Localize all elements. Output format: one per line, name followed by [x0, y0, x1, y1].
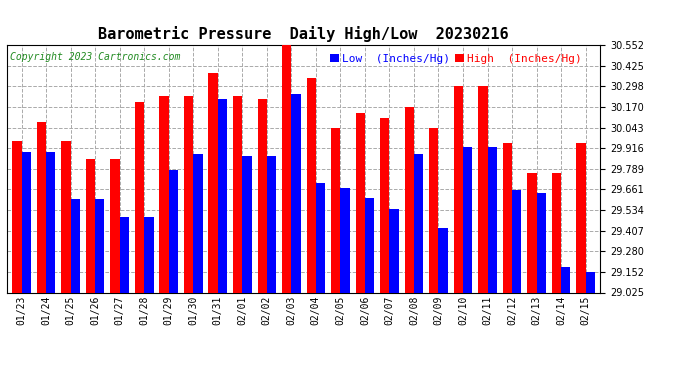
Bar	[282, 45, 291, 375]
Bar	[389, 209, 399, 375]
Bar	[340, 188, 350, 375]
Bar	[512, 190, 522, 375]
Bar	[12, 141, 21, 375]
Bar	[267, 156, 276, 375]
Bar	[46, 152, 55, 375]
Bar	[37, 122, 46, 375]
Bar	[169, 170, 178, 375]
Bar	[404, 107, 414, 375]
Bar	[478, 86, 488, 375]
Bar	[291, 94, 301, 375]
Bar	[233, 96, 242, 375]
Text: Copyright 2023 Cartronics.com: Copyright 2023 Cartronics.com	[10, 53, 180, 62]
Bar	[463, 147, 472, 375]
Bar	[527, 173, 537, 375]
Bar	[438, 228, 448, 375]
Bar	[316, 183, 325, 375]
Bar	[110, 159, 119, 375]
Bar	[86, 159, 95, 375]
Bar	[331, 128, 340, 375]
Bar	[144, 217, 154, 375]
Bar	[414, 154, 423, 375]
Bar	[193, 154, 203, 375]
Bar	[184, 96, 193, 375]
Bar	[537, 193, 546, 375]
Bar	[552, 173, 561, 375]
Bar	[257, 99, 267, 375]
Bar	[586, 272, 595, 375]
Bar	[119, 217, 129, 375]
Bar	[576, 142, 586, 375]
Bar	[135, 102, 144, 375]
Bar	[429, 128, 438, 375]
Bar	[503, 142, 512, 375]
Bar	[61, 141, 70, 375]
Bar	[306, 78, 316, 375]
Legend: Low  (Inches/Hg), High  (Inches/Hg): Low (Inches/Hg), High (Inches/Hg)	[329, 53, 583, 65]
Bar	[218, 99, 227, 375]
Bar	[95, 199, 104, 375]
Bar	[365, 198, 374, 375]
Bar	[159, 96, 169, 375]
Bar	[208, 73, 218, 375]
Bar	[453, 86, 463, 375]
Bar	[380, 118, 389, 375]
Bar	[70, 199, 80, 375]
Bar	[242, 156, 252, 375]
Title: Barometric Pressure  Daily High/Low  20230216: Barometric Pressure Daily High/Low 20230…	[98, 27, 509, 42]
Bar	[355, 113, 365, 375]
Bar	[488, 147, 497, 375]
Bar	[21, 152, 31, 375]
Bar	[561, 267, 571, 375]
